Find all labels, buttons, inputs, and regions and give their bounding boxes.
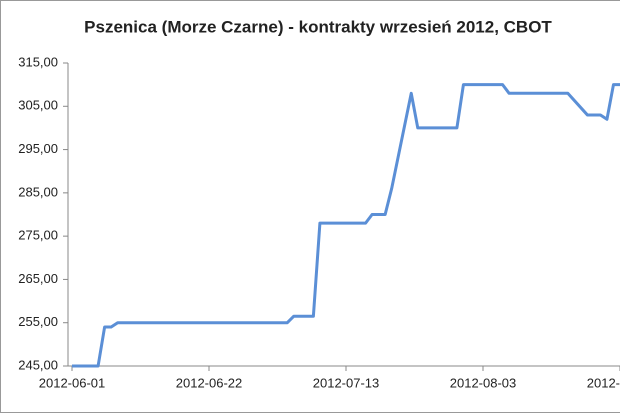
x-tick-label: 2012-08-03 [450,375,517,390]
y-tick-label: 295,00 [18,141,58,156]
y-tick-label: 305,00 [18,98,58,113]
y-tick-label: 265,00 [18,271,58,286]
x-tick-label: 2012-06-01 [39,375,106,390]
y-tick-label: 245,00 [18,357,58,372]
y-tick-label: 315,00 [18,54,58,69]
x-tick-label: 2012-08-24 [587,375,620,390]
chart-title: Pszenica (Morze Czarne) - kontrakty wrze… [84,17,552,36]
x-tick-label: 2012-07-13 [313,375,380,390]
data-line [72,83,620,368]
y-tick-label: 255,00 [18,314,58,329]
y-tick-label: 275,00 [18,228,58,243]
y-tick-label: 285,00 [18,184,58,199]
x-tick-label: 2012-06-22 [176,375,243,390]
